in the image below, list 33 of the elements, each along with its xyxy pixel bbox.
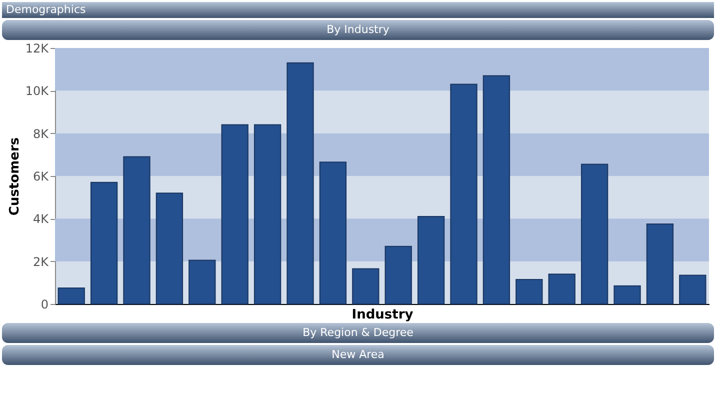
y-axis-title: Customers xyxy=(7,137,22,216)
bar xyxy=(319,162,347,304)
y-tick-label: 0 xyxy=(40,298,48,312)
bar xyxy=(516,278,543,304)
y-tick-label: 10K xyxy=(25,84,50,98)
bar xyxy=(254,124,282,304)
y-tick-label: 12K xyxy=(25,42,50,56)
bar xyxy=(156,192,184,304)
bar xyxy=(188,260,216,304)
y-tick-label: 8K xyxy=(32,126,50,141)
bar xyxy=(90,182,118,304)
x-axis-title: Industry xyxy=(352,308,414,322)
bar xyxy=(450,84,478,304)
y-tick-label: 6K xyxy=(32,170,50,184)
chart-title: Demographics xyxy=(6,3,86,16)
bar xyxy=(58,288,85,304)
bar xyxy=(384,246,412,304)
text: By Region & Degree xyxy=(302,326,414,339)
bar xyxy=(482,75,510,304)
bar xyxy=(286,62,314,304)
text: New Area xyxy=(332,348,384,361)
bar xyxy=(221,124,248,304)
bar xyxy=(352,268,380,304)
bar xyxy=(417,216,445,304)
bar xyxy=(580,164,608,304)
chart-subtitle: By Industry xyxy=(326,23,390,36)
bar xyxy=(548,274,576,304)
y-tick-label: 2K xyxy=(32,254,50,269)
y-tick-label: 4K xyxy=(32,212,50,226)
bar xyxy=(123,156,150,304)
bar xyxy=(614,285,641,304)
bar xyxy=(679,274,706,304)
bar xyxy=(646,224,674,304)
